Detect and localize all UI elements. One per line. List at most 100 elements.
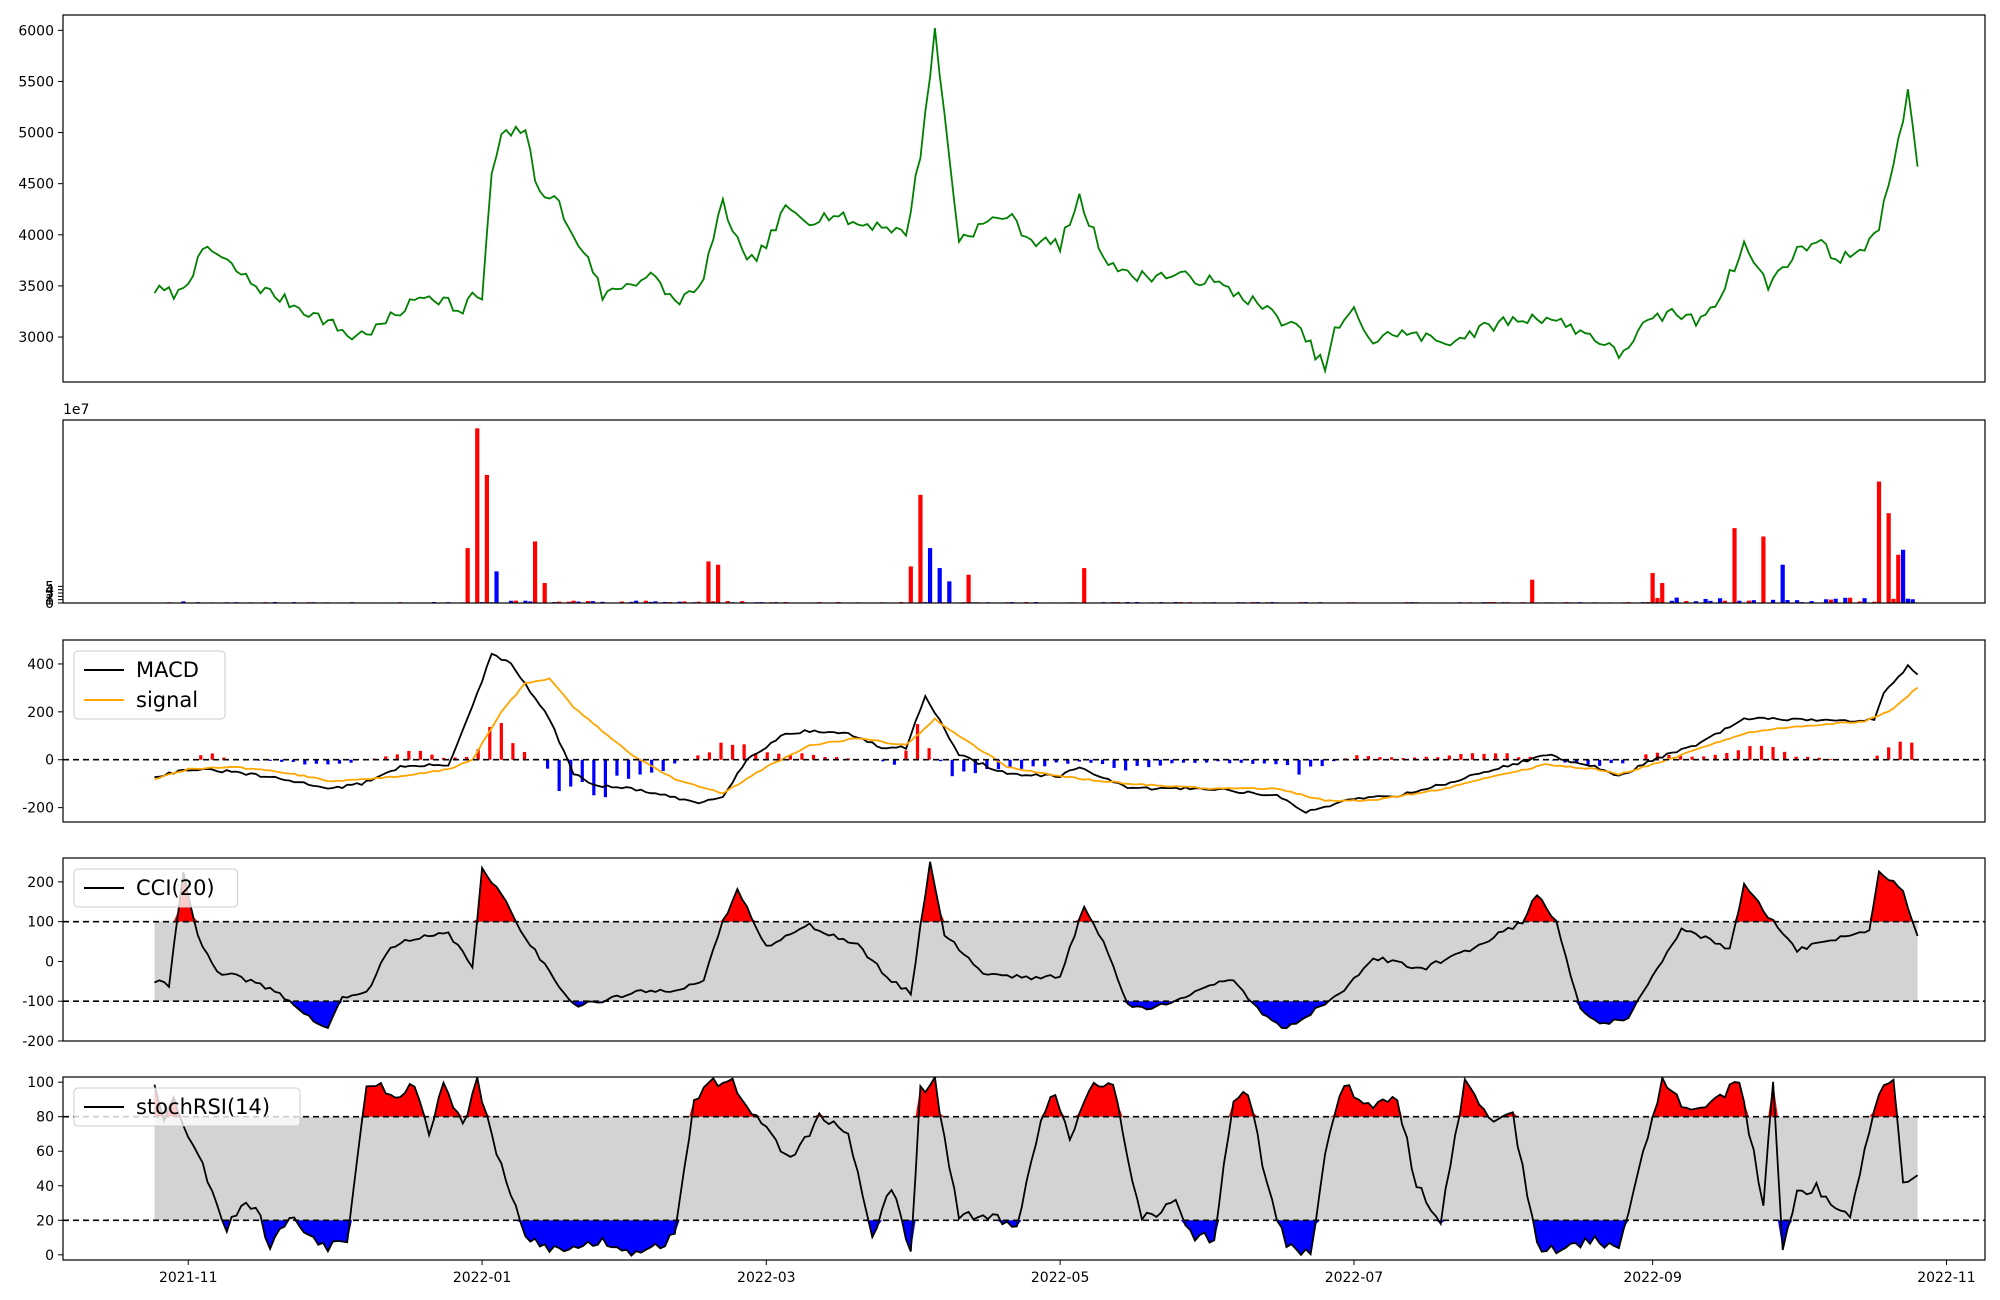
macd-hist-bar (939, 759, 943, 762)
macd-hist-bar (395, 754, 399, 760)
cci-axis-tick-label: 0 (45, 954, 54, 970)
volume-bar (1848, 597, 1853, 603)
volume-bar (908, 566, 913, 603)
macd-hist-bar (1690, 756, 1694, 760)
volume-bar (706, 561, 711, 603)
macd-hist-bar (499, 723, 503, 760)
macd-hist-bar (1759, 745, 1764, 760)
volume-bar (1737, 600, 1742, 603)
volume-bar (590, 601, 595, 603)
volume-bar (696, 601, 701, 603)
volume-bar (1785, 600, 1790, 603)
volume-bar (508, 600, 514, 603)
macd-hist-bar (638, 759, 642, 775)
volume-bar (513, 600, 518, 603)
volume-panel-frame (62, 419, 1986, 604)
volume-bar (927, 548, 933, 603)
macd-hist-bar (1563, 759, 1567, 763)
macd-hist-bar (800, 753, 804, 760)
macd-hist-bar (441, 757, 446, 760)
macd-hist-bar (1574, 759, 1579, 764)
volume-bar (1732, 528, 1737, 603)
macd-axis-tick-label: 400 (27, 657, 54, 673)
macd-hist-bar (1378, 757, 1382, 760)
macd-hist-bar (1436, 757, 1440, 760)
macd-hist-bar (1493, 753, 1498, 760)
macd-hist-bar (1170, 759, 1174, 764)
macd-hist-bar (1875, 755, 1879, 760)
macd-hist-bar (881, 759, 885, 762)
price-axis-tick-label: 3500 (18, 279, 54, 295)
volume-bar (1530, 579, 1535, 603)
macd-hist-bar (1066, 759, 1070, 764)
macd-legend-box (73, 650, 226, 720)
cci-legend: CCI(20) (73, 868, 238, 908)
macd-hist-bar (1285, 759, 1290, 766)
macd-hist-bar (349, 759, 353, 763)
macd-hist-bar (1806, 756, 1810, 760)
macd-hist-bar (1181, 759, 1186, 763)
volume-bar (1901, 549, 1906, 603)
volume-bar (557, 601, 562, 603)
volume-bar (947, 581, 952, 603)
cci-legend-box (73, 868, 238, 908)
cci-oversold-fill (154, 1001, 1918, 1029)
price-axis-tick-label: 3000 (18, 330, 54, 346)
macd-hist-bar (1089, 759, 1093, 763)
macd-legend-label: signal (136, 688, 198, 712)
macd-hist-bar (1251, 759, 1255, 764)
volume-bar (1674, 597, 1679, 603)
macd-hist-bar (615, 759, 619, 776)
macd-hist-bar (1204, 759, 1209, 763)
price-panel-frame (62, 14, 1986, 383)
macd-hist-bar (580, 759, 584, 782)
macd-hist-bar (1309, 759, 1313, 767)
macd-hist-bar (1355, 755, 1359, 760)
macd-hist-bar (1158, 759, 1162, 766)
macd-hist-bar (1366, 756, 1371, 760)
macd-hist-bar (742, 744, 746, 760)
macd-hist-bar (337, 759, 342, 764)
macd-hist-bar (314, 759, 318, 764)
macd-hist-bar (511, 743, 515, 760)
price-axis-tick-label: 6000 (18, 23, 54, 39)
macd-hist-bar (1898, 741, 1902, 760)
macd-hist-bar (1910, 742, 1914, 760)
macd-hist-bar (1019, 759, 1024, 769)
volume-bar (542, 583, 547, 603)
macd-hist-bar (962, 759, 966, 772)
volume-plot (152, 428, 1915, 603)
macd-plot (63, 652, 1985, 814)
macd-hist-bar (707, 752, 712, 760)
macd-hist-bar (985, 759, 989, 770)
macd-hist-bar (418, 750, 423, 760)
volume-bar (966, 574, 971, 603)
cci-axis-tick-label: 100 (27, 915, 54, 931)
macd-hist-bar (522, 751, 527, 760)
macd-hist-bar (430, 754, 434, 760)
macd-legend: MACD signal (73, 650, 226, 720)
cci-axis-tick-label: 200 (27, 875, 54, 891)
volume-bar (1905, 598, 1911, 603)
stochrsi-axis-tick-label: 80 (36, 1110, 54, 1126)
macd-hist-bar (1482, 753, 1486, 760)
volume-bar (1833, 598, 1838, 603)
macd-hist-bar (384, 756, 388, 760)
macd-hist-bar (1887, 747, 1891, 760)
volume-bar (528, 601, 533, 603)
stochrsi-axis-tick-label: 100 (27, 1075, 54, 1091)
macd-hist-bar (1054, 759, 1058, 763)
price-axis-tick-label: 4000 (18, 228, 54, 244)
stochrsi-overbought-fill (154, 1077, 1918, 1117)
macd-series-macd-line (154, 652, 1919, 814)
cci-legend-label: CCI(20) (136, 876, 215, 900)
volume-axis-tick-label: 5 (45, 579, 54, 595)
volume-bar (1722, 600, 1727, 603)
volume-bar (576, 601, 581, 603)
macd-hist-bar (1783, 751, 1787, 760)
stochrsi-plot (63, 1077, 1985, 1257)
volume-bar (566, 601, 571, 603)
stochrsi-axis-tick-label: 40 (36, 1179, 54, 1195)
volume-bar (523, 600, 528, 603)
x-tick-label: 2022-07 (1325, 1270, 1384, 1286)
